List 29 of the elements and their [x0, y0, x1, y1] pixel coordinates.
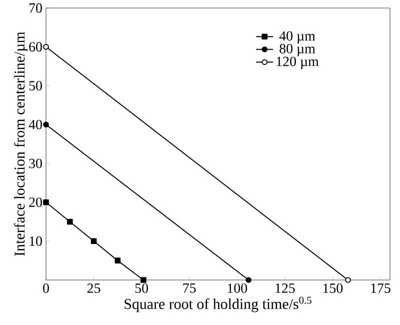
x-tick-label: 0	[43, 284, 49, 293]
legend-label: 80 µm	[280, 44, 316, 56]
x-tick-label: 175	[371, 284, 390, 293]
y-tick-label: 10	[30, 236, 42, 246]
legend-label: 120 µm	[276, 56, 319, 69]
y-tick-label: 20	[29, 198, 42, 207]
x-tick-label: 75	[183, 284, 196, 293]
x-tick-label: 50	[135, 284, 148, 293]
y-tick-label: 70	[29, 3, 42, 13]
legend-label: 40 µm	[279, 31, 316, 44]
x-tick-label: 25	[87, 284, 100, 293]
y-tick-label: 40	[28, 120, 42, 130]
point	[66, 218, 73, 225]
x-axis-title: Square root of holding time/s$^{0.5}$	[124, 296, 312, 312]
point	[345, 277, 351, 283]
x-tick-label: 150	[323, 284, 343, 293]
y-tick-label: 30	[29, 158, 42, 168]
y-tick-label: 60	[29, 42, 42, 52]
y-tick-label: 50	[29, 81, 42, 90]
x-tick-label: 100	[228, 284, 248, 293]
point	[246, 277, 252, 283]
point	[140, 277, 146, 283]
x-tick-label: 125	[276, 284, 295, 293]
point	[43, 122, 49, 128]
point	[114, 258, 121, 264]
point	[90, 238, 97, 244]
y-axis-title: Interface location from centerline/µm	[14, 32, 28, 256]
point	[43, 44, 49, 50]
point	[43, 199, 49, 206]
